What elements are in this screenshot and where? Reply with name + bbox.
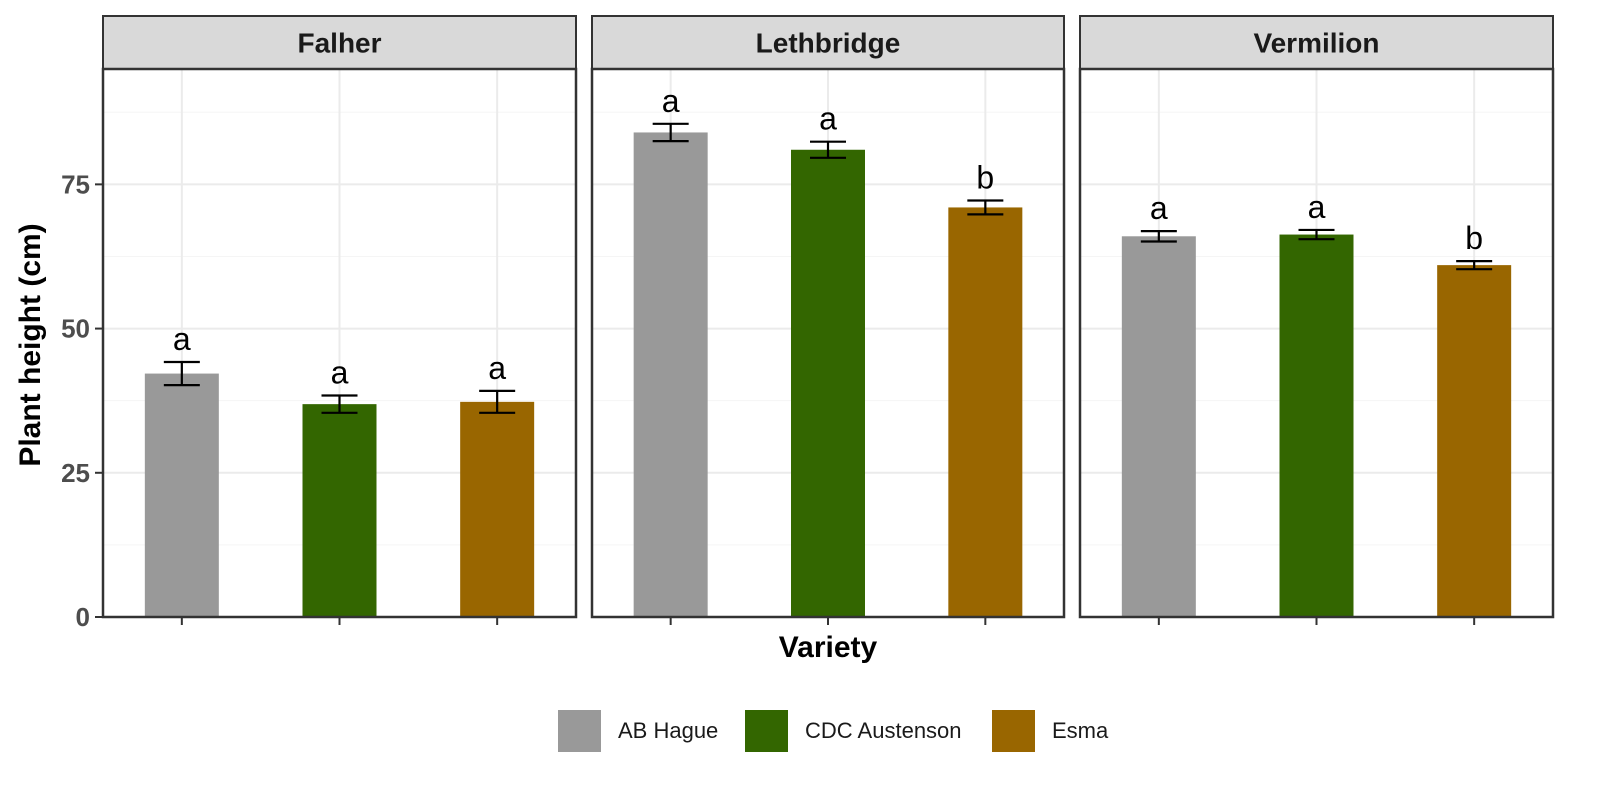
- y-axis-title: Plant height (cm): [14, 223, 47, 466]
- legend-item: Esma: [992, 710, 1109, 752]
- bar-esma: [1437, 265, 1512, 617]
- legend: AB Hague CDC Austenson Esma: [558, 710, 1109, 752]
- facet-label: Vermilion: [1253, 28, 1379, 59]
- bar-cdc-austenson: [791, 149, 865, 618]
- bar-ab-hague: [1121, 236, 1196, 617]
- facet-label: Lethbridge: [756, 28, 901, 59]
- y-tick-label: 50: [61, 314, 90, 344]
- facet-label: Falher: [297, 28, 381, 59]
- panel-border: [590, 67, 1066, 619]
- facet-strip: [102, 15, 577, 70]
- error-bar: [1298, 228, 1335, 241]
- significance-letter: a: [173, 321, 191, 357]
- y-tick-label: 0: [76, 602, 90, 632]
- bar-cdc-austenson: [302, 404, 377, 617]
- legend-item: AB Hague: [558, 710, 718, 752]
- facet-strip: [591, 15, 1065, 70]
- error-bar: [810, 140, 846, 159]
- significance-letter: a: [331, 354, 349, 390]
- error-bar: [479, 389, 516, 414]
- legend-swatch: [558, 710, 601, 752]
- error-bar: [967, 199, 1004, 216]
- legend-label: CDC Austenson: [805, 718, 962, 743]
- significance-letter: b: [1465, 220, 1483, 256]
- legend-item: CDC Austenson: [745, 710, 962, 752]
- significance-letter: b: [976, 160, 994, 196]
- y-tick-label: 25: [61, 458, 90, 488]
- panel-vermilion: Vermilion a a b: [1078, 15, 1555, 625]
- legend-swatch: [992, 710, 1035, 752]
- error-bar: [652, 122, 689, 143]
- panels-layer: Falher a a a Lethbridge a a b Vermilion a a b: [101, 15, 1555, 625]
- legend-swatch: [745, 710, 788, 752]
- error-bar: [321, 394, 358, 414]
- panel-falher: Falher a a a: [101, 15, 578, 625]
- error-bar: [1456, 259, 1493, 271]
- error-bar: [1140, 229, 1177, 243]
- significance-letter: a: [488, 350, 506, 386]
- bar-ab-hague: [633, 132, 708, 617]
- facet-strip: [1079, 15, 1554, 70]
- bar-cdc-austenson: [1279, 234, 1354, 617]
- x-axis-title: Variety: [779, 631, 878, 664]
- y-tick-label: 75: [61, 169, 90, 199]
- legend-label: Esma: [1052, 718, 1109, 743]
- y-axis: 0 25 50 75: [61, 169, 103, 632]
- bar-esma: [948, 207, 1023, 617]
- panel-border: [101, 67, 578, 619]
- panel-lethbridge: Lethbridge a a b: [590, 15, 1066, 625]
- legend-label: AB Hague: [618, 718, 718, 743]
- bar-esma: [460, 401, 535, 617]
- bar-ab-hague: [144, 373, 219, 617]
- significance-letter: a: [662, 83, 680, 119]
- error-bar: [163, 360, 200, 387]
- significance-letter: a: [1150, 190, 1168, 226]
- significance-letter: a: [819, 101, 837, 137]
- significance-letter: a: [1308, 189, 1326, 225]
- panel-border: [1078, 67, 1555, 619]
